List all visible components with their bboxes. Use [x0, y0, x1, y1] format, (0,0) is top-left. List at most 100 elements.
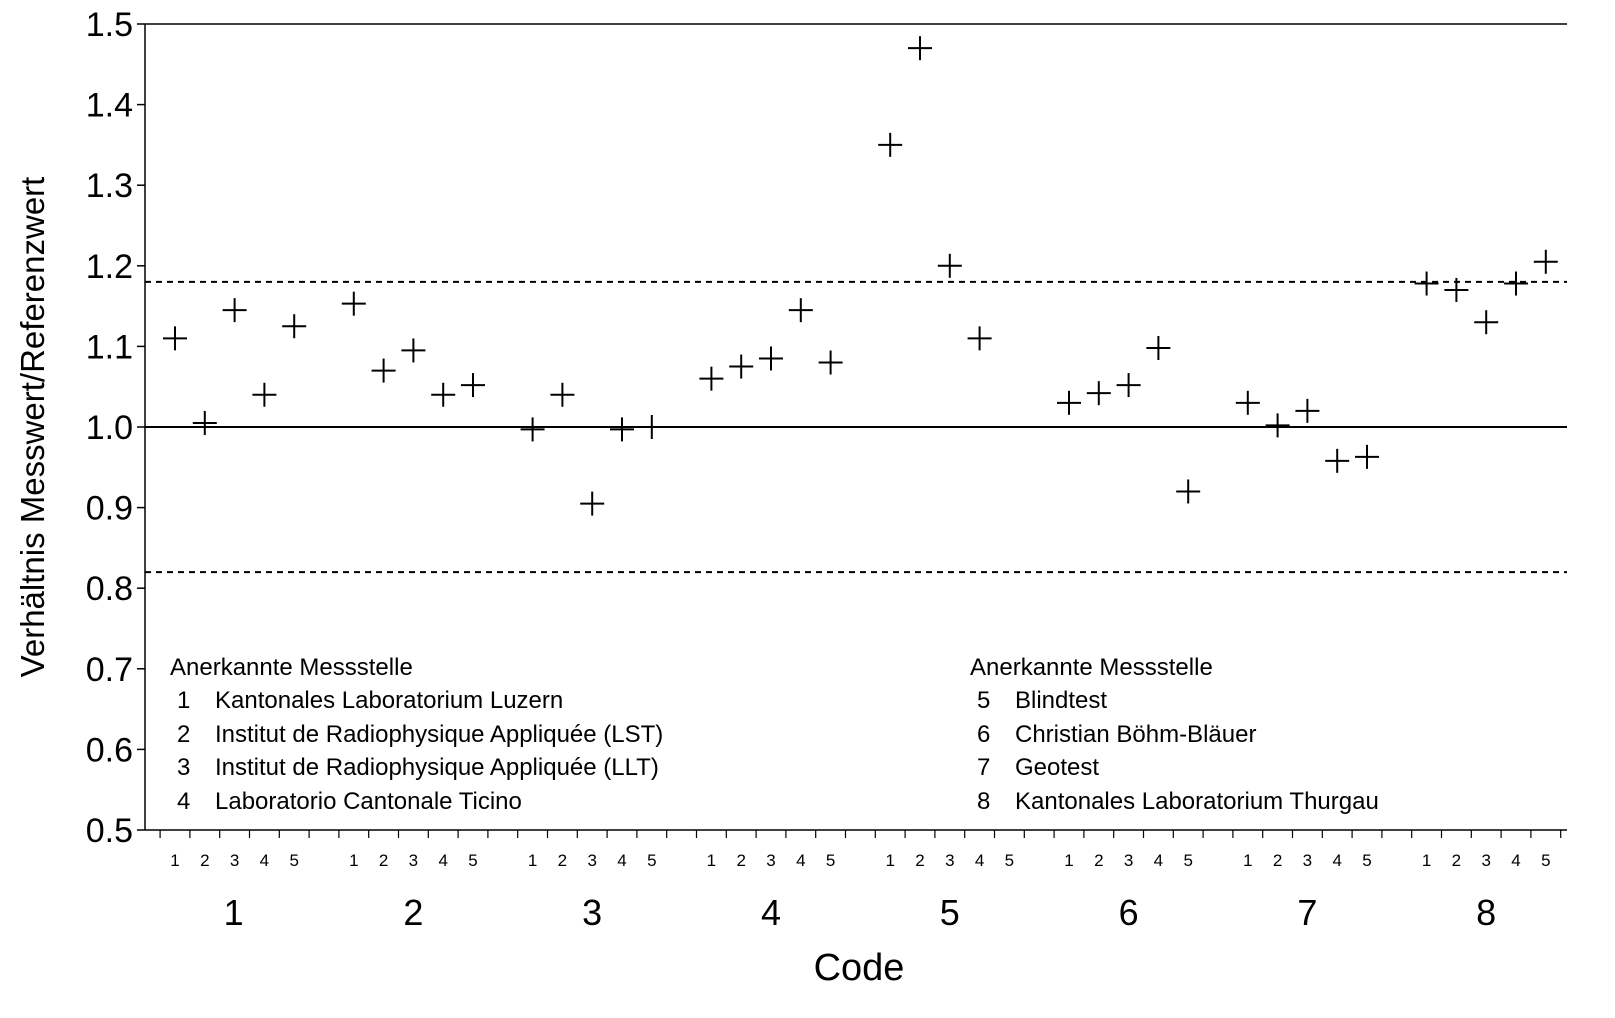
legend-right: Anerkannte Messstelle 5 Blindtest 6 Chri… [970, 654, 1379, 815]
data-point [520, 417, 545, 442]
legend-left-header: Anerkannte Messstelle [170, 654, 413, 681]
data-point [192, 410, 217, 435]
x-subcategory-label: 2 [1094, 851, 1103, 870]
x-subcategory-label: 2 [200, 851, 209, 870]
data-point [878, 132, 903, 157]
x-subcategory-label: 4 [1332, 851, 1341, 870]
data-point [1146, 336, 1171, 361]
data-point [1444, 277, 1469, 302]
legend-left-name-2: Institut de Radiophysique Appliquée (LST… [215, 721, 663, 748]
x-subcategory-label: 4 [1511, 851, 1520, 870]
x-group-label: 1 [224, 892, 244, 933]
y-tick-label: 0.8 [86, 570, 133, 608]
x-subcategory-label: 3 [1124, 851, 1133, 870]
y-tick-label: 0.9 [86, 490, 133, 528]
x-tick-labels: 1 2 3 4 5 1 1 2 3 4 5 2 1 2 3 4 5 3 1 2 3 4 5 4 1 2 3 4 5 5 1 2 3 4 5 6 1 2 3 4… [170, 851, 1550, 933]
x-subcategory-label: 3 [1303, 851, 1312, 870]
x-subcategory-label: 4 [975, 851, 984, 870]
x-subcategory-label: 2 [915, 851, 924, 870]
x-subcategory-label: 5 [1005, 851, 1014, 870]
y-tick-label: 1.0 [86, 409, 133, 447]
legend-left-code-3: 3 [177, 754, 190, 781]
y-tick-labels: 0.5 0.6 0.7 0.8 0.9 1.0 1.1 1.2 1.3 1.4 1.5 [86, 6, 133, 850]
y-tick-label: 1.1 [86, 328, 133, 366]
legend-left-name-1: Kantonales Laboratorium Luzern [215, 687, 563, 714]
data-point [1235, 390, 1260, 415]
data-point [1176, 479, 1201, 504]
y-tick-label: 0.5 [86, 812, 133, 850]
x-subcategory-label: 1 [528, 851, 537, 870]
x-subcategory-label: 2 [379, 851, 388, 870]
x-subcategory-label: 4 [617, 851, 626, 870]
x-subcategory-label: 3 [945, 851, 954, 870]
data-point [341, 291, 366, 316]
data-point [282, 314, 307, 339]
data-point [371, 358, 396, 383]
legend-right-name-5: Blindtest [1015, 687, 1107, 714]
x-subcategory-label: 4 [438, 851, 447, 870]
data-point [610, 417, 634, 442]
x-subcategory-label: 1 [1422, 851, 1431, 870]
x-subcategory-label: 5 [647, 851, 656, 870]
legend-left-code-4: 4 [177, 788, 190, 815]
x-subcategory-label: 5 [1183, 851, 1192, 870]
x-subcategory-label: 3 [230, 851, 239, 870]
x-subcategory-label: 2 [736, 851, 745, 870]
x-group-label: 7 [1297, 892, 1317, 933]
y-tick-label: 0.7 [86, 651, 133, 689]
data-point [431, 382, 456, 407]
legend-right-code-6: 6 [977, 721, 990, 748]
x-subcategory-label: 4 [1154, 851, 1163, 870]
data-point [1325, 448, 1350, 473]
legend-right-name-8: Kantonales Laboratorium Thurgau [1015, 788, 1379, 815]
data-point [818, 350, 843, 375]
x-subcategory-label: 2 [1452, 851, 1461, 870]
data-point [1295, 398, 1320, 423]
y-tick-label: 0.6 [86, 731, 133, 769]
x-group-label: 2 [403, 892, 423, 933]
x-group-label: 8 [1476, 892, 1496, 933]
x-subcategory-label: 1 [1243, 851, 1252, 870]
axes [137, 23, 1567, 838]
data-point [1414, 271, 1439, 296]
x-subcategory-label: 2 [558, 851, 567, 870]
x-subcategory-label: 4 [796, 851, 805, 870]
legend-right-code-7: 7 [977, 754, 990, 781]
data-point [908, 36, 932, 61]
data-point [401, 338, 426, 363]
x-subcategory-label: 1 [707, 851, 716, 870]
x-subcategory-label: 5 [289, 851, 298, 870]
data-point [699, 366, 724, 391]
x-subcategory-label: 1 [170, 851, 179, 870]
x-subcategory-label: 1 [1064, 851, 1073, 870]
x-subcategory-label: 3 [766, 851, 775, 870]
data-point [1116, 373, 1141, 398]
data-point [639, 415, 664, 439]
data-point [1474, 310, 1499, 335]
x-axis-label: Code [814, 947, 905, 989]
x-subcategory-label: 2 [1273, 851, 1282, 870]
data-point [1265, 413, 1290, 438]
y-axis-label: Verhältnis Messwert/Referenzwert [14, 177, 51, 678]
x-subcategory-label: 3 [587, 851, 596, 870]
data-point [222, 298, 247, 323]
data-point [550, 382, 575, 407]
legend-right-name-6: Christian Böhm-Bläuer [1015, 721, 1256, 748]
x-subcategory-label: 1 [349, 851, 358, 870]
data-point [580, 491, 605, 516]
data-point [1355, 444, 1379, 469]
x-subcategory-label: 3 [1481, 851, 1490, 870]
legend-left-name-3: Institut de Radiophysique Appliquée (LLT… [215, 754, 659, 781]
x-group-label: 4 [761, 892, 781, 933]
x-subcategory-label: 1 [885, 851, 894, 870]
data-point [788, 298, 813, 323]
data-point [252, 382, 277, 407]
x-subcategory-label: 4 [260, 851, 269, 870]
x-subcategory-label: 5 [1362, 851, 1371, 870]
legend-left-name-4: Laboratorio Cantonale Ticino [215, 788, 522, 815]
data-point [937, 253, 962, 278]
legend-right-name-7: Geotest [1015, 754, 1099, 781]
data-point [461, 373, 485, 398]
legend-left: Anerkannte Messstelle 1 Kantonales Labor… [170, 654, 663, 815]
